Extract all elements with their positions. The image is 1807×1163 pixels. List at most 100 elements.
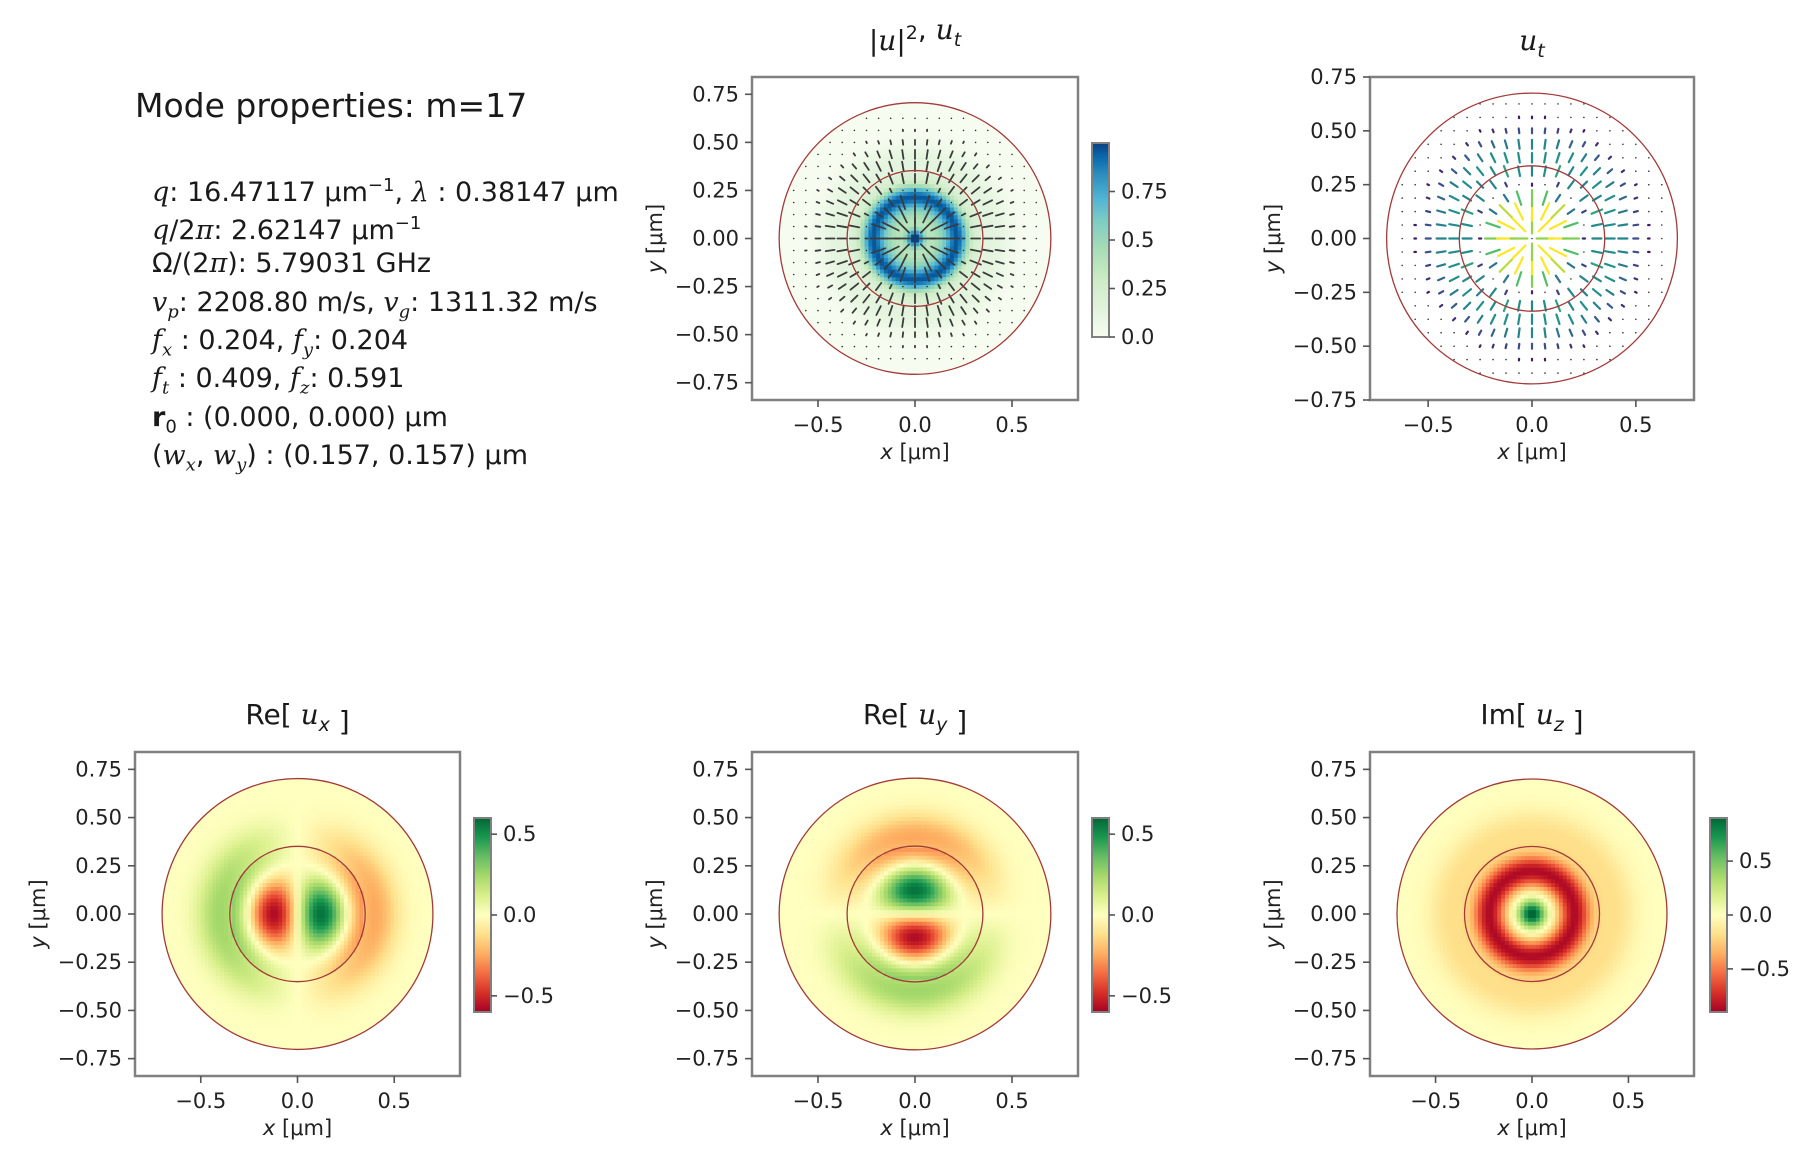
y-tick-label: 0.00	[692, 902, 739, 926]
y-tick-label: −0.75	[675, 371, 739, 395]
y-tick-label: 0.75	[75, 757, 122, 781]
colorbar-tick-label: 0.5	[1121, 228, 1154, 252]
colorbar-gradient	[1091, 142, 1110, 338]
y-tick-label: −0.75	[1293, 1047, 1357, 1071]
y-tick-label: −0.50	[1293, 998, 1357, 1022]
fx-fy-line: fx : 0.204, fy: 0.204	[152, 325, 408, 366]
colorbar-tick-label: 0.25	[1121, 277, 1168, 301]
colorbar-gradient	[1091, 817, 1110, 1013]
core-boundary	[1463, 845, 1601, 983]
core-boundary	[846, 169, 984, 308]
mode-properties-panel: Mode properties: m=17 q: 16.47117 μm−1, …	[0, 0, 700, 520]
colorbar-tick-label: 0.5	[1121, 822, 1154, 846]
x-tick-label: 0.0	[1515, 413, 1548, 437]
ft-value: 0.409	[196, 363, 273, 394]
width-value: (0.157, 0.157)	[283, 440, 476, 471]
x-axis-label: x [μm]	[262, 1116, 332, 1140]
x-tick-label: 0.0	[1515, 1089, 1548, 1113]
y-tick-label: 0.75	[692, 82, 739, 106]
colorbar-tick-label: 0.0	[1739, 903, 1772, 927]
colorbar-tick-label: 0.75	[1121, 180, 1168, 204]
velocity-line: vp: 2208.80 m/s, vg: 1311.32 m/s	[152, 287, 598, 328]
x-tick-label: 0.5	[995, 1089, 1028, 1113]
cladding-boundary	[161, 777, 434, 1051]
y-tick-label: 0.50	[75, 806, 122, 830]
y-tick-label: 0.00	[75, 902, 122, 926]
colorbar-tick-label: −0.5	[503, 984, 554, 1008]
chart-panel-1: −0.5 0.0 0.5 −0.75 −0.50 −0.25 0.00 0.25 0.50 0.7…	[643, 13, 1168, 464]
core-boundary	[1458, 165, 1606, 312]
chart-panel-4: −0.5 0.0 0.5 −0.75 −0.50 −0.25 0.00 0.25 0.50 0.7…	[643, 698, 1172, 1140]
ft-fz-line: ft : 0.409, fz: 0.591	[152, 363, 404, 404]
x-axis-label: x [μm]	[879, 1116, 949, 1140]
colorbar: −0.5 0.0 0.5	[1091, 817, 1172, 1013]
transverse-arrows	[792, 117, 1038, 360]
y-axis-label: y [μm]	[643, 879, 667, 949]
y-tick-label: 0.25	[1310, 854, 1357, 878]
core-boundary	[846, 845, 984, 983]
y-tick-label: −0.25	[1293, 280, 1357, 304]
y-tick-label: −0.25	[675, 275, 739, 299]
x-tick-label: 0.0	[898, 1089, 931, 1113]
y-tick-label: 0.50	[1310, 806, 1357, 830]
fx-value: 0.204	[198, 325, 275, 356]
x-tick-label: −0.5	[792, 413, 843, 437]
chart-title: ut	[1519, 24, 1546, 62]
transverse-arrows	[1401, 103, 1663, 374]
cladding-boundary	[778, 777, 1052, 1051]
fz-value: 0.591	[327, 363, 404, 394]
y-tick-label: 0.50	[692, 806, 739, 830]
x-tick-label: 0.5	[1619, 413, 1652, 437]
y-tick-label: 0.00	[692, 227, 739, 251]
q-over-2pi-value: 2.62147	[231, 215, 343, 246]
y-tick-label: 0.75	[692, 757, 739, 781]
y-axis-label: y [μm]	[1261, 879, 1285, 949]
y-tick-label: −0.50	[675, 998, 739, 1022]
vg-value: 1311.32	[428, 287, 540, 318]
chart-panel-3: −0.5 0.0 0.5 −0.75 −0.50 −0.25 0.00 0.25 0.50 0.7…	[26, 698, 554, 1140]
y-tick-label: 0.00	[1310, 902, 1357, 926]
x-tick-label: 0.5	[1612, 1089, 1645, 1113]
y-tick-label: −0.25	[1293, 950, 1357, 974]
r0-value: (0.000, 0.000)	[203, 402, 396, 433]
chart-title: |u|2, ut	[869, 13, 963, 57]
x-tick-label: −0.5	[175, 1089, 226, 1113]
cladding-boundary	[1385, 92, 1679, 385]
chart-panel-2: −0.5 0.0 0.5 −0.75 −0.50 −0.25 0.00 0.25 0.50 0.7…	[1261, 24, 1696, 464]
colorbar-tick-label: 0.0	[1121, 325, 1154, 349]
colorbar-tick-label: −0.5	[1121, 984, 1172, 1008]
y-tick-label: 0.25	[75, 854, 122, 878]
chart-title: Re[ ux ]	[245, 698, 349, 738]
y-axis-label: y [μm]	[1261, 204, 1285, 274]
r0-line: r0 : (0.000, 0.000) μm	[152, 402, 448, 443]
y-axis-label: y [μm]	[643, 204, 667, 274]
x-axis-label: x [μm]	[879, 440, 949, 464]
colorbar-tick-label: −0.5	[1739, 957, 1790, 981]
colorbar-gradient	[473, 817, 492, 1013]
x-tick-label: −0.5	[1403, 413, 1454, 437]
x-tick-label: 0.5	[378, 1089, 411, 1113]
y-tick-label: 0.50	[692, 130, 739, 154]
y-tick-label: 0.75	[1310, 757, 1357, 781]
y-tick-label: 0.25	[692, 178, 739, 202]
y-tick-label: −0.25	[675, 950, 739, 974]
y-tick-label: 0.75	[1310, 65, 1357, 89]
y-tick-label: −0.75	[675, 1047, 739, 1071]
fy-value: 0.204	[331, 325, 408, 356]
colorbar-gradient	[1709, 817, 1728, 1013]
q-lambda-line: q: 16.47117 μm−1, λ : 0.38147 μm	[152, 170, 619, 209]
y-tick-label: 0.00	[1310, 227, 1357, 251]
cladding-boundary	[778, 102, 1052, 375]
y-tick-label: 0.25	[692, 854, 739, 878]
colorbar-tick-label: 0.0	[503, 903, 536, 927]
q-value: 16.47117	[187, 177, 316, 208]
y-tick-label: −0.75	[58, 1047, 122, 1071]
omega-value: 5.79031	[255, 248, 367, 279]
chart-panel-5: −0.5 0.0 0.5 −0.75 −0.50 −0.25 0.00 0.25 0.50 0.7…	[1261, 698, 1790, 1140]
x-tick-label: 0.0	[898, 413, 931, 437]
y-tick-label: −0.50	[1293, 334, 1357, 358]
x-tick-label: 0.5	[995, 413, 1028, 437]
colorbar: −0.5 0.0 0.5	[1709, 817, 1790, 1013]
y-tick-label: −0.75	[1293, 388, 1357, 412]
y-tick-label: 0.25	[1310, 173, 1357, 197]
